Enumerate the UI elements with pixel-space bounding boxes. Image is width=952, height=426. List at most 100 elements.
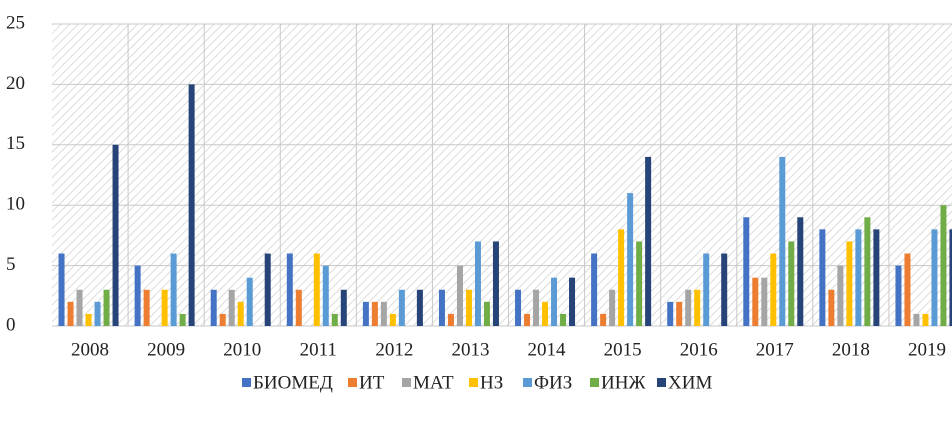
bar: [389, 313, 396, 326]
bar: [340, 289, 347, 326]
bar: [788, 241, 795, 326]
bar: [560, 313, 567, 326]
bar: [895, 265, 902, 326]
bar: [371, 301, 378, 326]
x-tick-label: 2016: [680, 339, 718, 360]
x-tick-label: 2017: [756, 339, 794, 360]
bar: [636, 241, 643, 326]
bar: [645, 156, 652, 326]
bar: [542, 301, 549, 326]
bar: [855, 229, 862, 326]
bar: [134, 265, 141, 326]
bar: [380, 301, 387, 326]
x-tick-label: 2011: [300, 339, 337, 360]
y-tick-label: 5: [6, 254, 16, 275]
bar: [219, 313, 226, 326]
bar: [465, 289, 472, 326]
legend-label: ИТ: [359, 372, 385, 393]
bar: [524, 313, 531, 326]
bar: [188, 84, 195, 327]
bar: [416, 289, 423, 326]
bar: [483, 301, 490, 326]
bar: [913, 313, 920, 326]
bar: [721, 253, 728, 326]
bar: [533, 289, 540, 326]
bar: [846, 241, 853, 326]
x-tick-label: 2014: [528, 339, 567, 360]
bar: [103, 289, 110, 326]
bar: [76, 289, 83, 326]
legend-swatch: [348, 378, 357, 387]
legend-label: БИОМЕД: [253, 372, 333, 393]
bar: [569, 277, 576, 326]
bar: [264, 253, 271, 326]
legend-label: НЗ: [480, 372, 503, 393]
bar: [313, 253, 320, 326]
bar: [210, 289, 217, 326]
bar: [161, 289, 168, 326]
bar: [112, 144, 119, 326]
legend-swatch: [590, 378, 599, 387]
bar: [322, 265, 329, 326]
legend-swatch: [242, 378, 251, 387]
x-tick-label: 2009: [147, 339, 185, 360]
bar: [922, 313, 929, 326]
bar: [492, 241, 499, 326]
bar: [931, 229, 938, 326]
legend-swatch: [657, 378, 666, 387]
bar: [331, 313, 338, 326]
x-tick-label: 2015: [604, 339, 642, 360]
x-tick-label: 2018: [832, 339, 870, 360]
y-tick-label: 15: [6, 133, 25, 154]
x-tick-label: 2012: [375, 339, 413, 360]
bar: [837, 265, 844, 326]
legend-label: ФИЗ: [534, 372, 572, 393]
legend-swatch: [523, 378, 532, 387]
bar: [591, 253, 598, 326]
bar: [179, 313, 186, 326]
bar: [228, 289, 235, 326]
bar: [600, 313, 607, 326]
bar: [797, 217, 804, 326]
bar: [873, 229, 880, 326]
bar: [58, 253, 65, 326]
bar: [515, 289, 522, 326]
bar: [676, 301, 683, 326]
legend-label: ХИМ: [668, 372, 712, 393]
bar: [170, 253, 177, 326]
plot-background: [52, 24, 952, 326]
y-tick-label: 20: [6, 73, 25, 94]
x-tick-label: 2019: [908, 339, 946, 360]
x-tick-label: 2013: [451, 339, 489, 360]
bar: [474, 241, 481, 326]
bar: [752, 277, 759, 326]
bar: [627, 193, 634, 326]
bar: [94, 301, 101, 326]
bar: [85, 313, 92, 326]
bar: [694, 289, 701, 326]
bar: [743, 217, 750, 326]
bar: [703, 253, 710, 326]
bar: [828, 289, 835, 326]
bar: [438, 289, 445, 326]
legend-swatch: [469, 378, 478, 387]
bar: [362, 301, 369, 326]
bar: [819, 229, 826, 326]
legend-swatch: [402, 378, 411, 387]
bar: [949, 229, 952, 326]
bar: [940, 205, 947, 326]
legend-label: МАТ: [413, 372, 454, 393]
bar: [685, 289, 692, 326]
bar: [770, 253, 777, 326]
y-tick-label: 10: [6, 194, 25, 215]
bar: [237, 301, 244, 326]
bar: [551, 277, 558, 326]
bar: [618, 229, 625, 326]
bar: [286, 253, 293, 326]
bar: [904, 253, 911, 326]
y-tick-label: 25: [6, 12, 25, 33]
bar: [67, 301, 74, 326]
bar: [143, 289, 150, 326]
bar: [761, 277, 768, 326]
